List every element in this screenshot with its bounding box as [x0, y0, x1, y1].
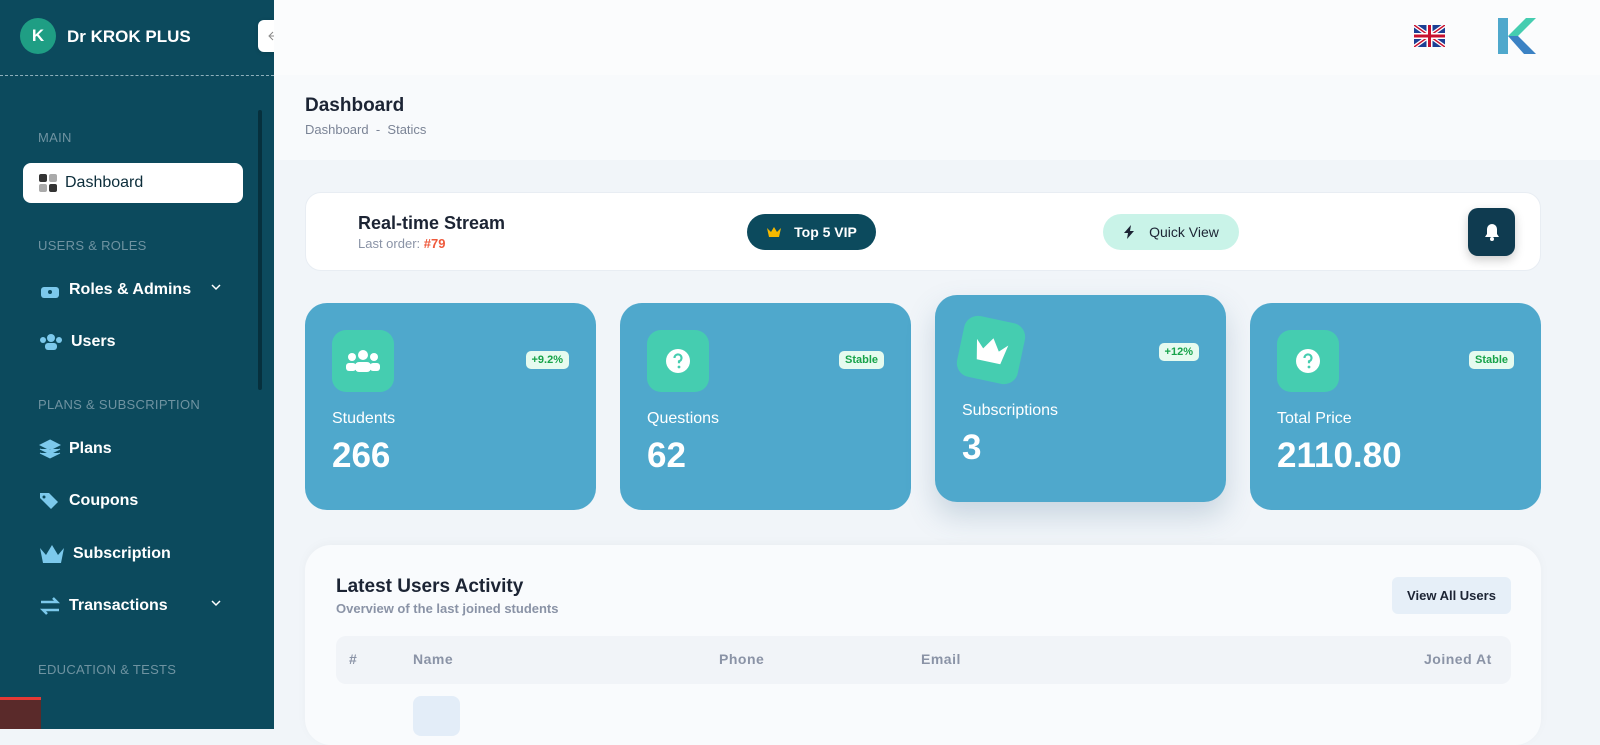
stat-value: 62 [647, 436, 686, 475]
divider [0, 75, 274, 76]
last-order: Last order: #79 [358, 236, 445, 251]
icon [41, 287, 59, 298]
nav-item[interactable]: Plans [23, 429, 243, 469]
stat-label: Total Price [1277, 410, 1352, 427]
stream-card: Real-time Stream Last order: #79 Top 5 V… [305, 192, 1541, 271]
view-all-button[interactable]: View All Users [1392, 577, 1511, 614]
nav-label: Users [71, 333, 116, 350]
column-header: Name [413, 651, 454, 667]
sidebar: K Dr KROK PLUS MAIN Dashboard USERS & RO… [0, 0, 274, 729]
nav-label: Dashboard [65, 174, 144, 191]
topbar [274, 0, 1600, 75]
stat-label: Students [332, 410, 396, 427]
stat-icon [954, 313, 1028, 387]
stat-value: 2110.80 [1277, 436, 1402, 475]
nav-item[interactable]: Users [23, 322, 243, 362]
page-title: Dashboard [305, 95, 405, 116]
stat-value: 266 [332, 436, 391, 475]
stat-badge: Stable [1468, 351, 1514, 369]
quick-view-button[interactable]: Quick View [1103, 214, 1239, 250]
last-order-label: Last order: [358, 236, 421, 251]
breadcrumb-item: Statics [387, 122, 427, 137]
nav-label: Subscription [73, 545, 171, 562]
last-order-id: #79 [423, 236, 446, 251]
scrollbar [258, 110, 262, 390]
chevron [211, 284, 221, 291]
activity-title: Latest Users Activity [336, 576, 524, 597]
nav-label: Plans [69, 440, 112, 457]
icon [976, 338, 1009, 365]
stat-badge: +12% [1158, 343, 1199, 361]
icon [39, 439, 61, 459]
app-logo [1498, 18, 1536, 54]
column-header: Email [921, 651, 961, 667]
stat-icon [1277, 330, 1339, 392]
section-title: MAIN [38, 130, 72, 145]
icon [1484, 224, 1499, 241]
button-label: Top 5 VIP [794, 224, 857, 240]
stream-title: Real-time Stream [358, 213, 506, 233]
stat-value: 3 [962, 428, 982, 467]
column-header: Joined At [1424, 651, 1492, 667]
separator: - [375, 122, 381, 137]
column-header: Phone [719, 651, 765, 667]
debug-badge[interactable] [0, 697, 41, 729]
nav-label: Coupons [69, 492, 139, 509]
language-flag[interactable] [1414, 25, 1445, 47]
stat-label: Subscriptions [962, 402, 1059, 419]
stat-icon [332, 330, 394, 392]
avatar [413, 696, 460, 736]
icon [767, 227, 782, 237]
page-header: Dashboard Dashboard - Statics [274, 75, 1600, 160]
notification-button[interactable] [1468, 208, 1515, 256]
icon [39, 597, 61, 615]
activity-subtitle: Overview of the last joined students [336, 601, 559, 616]
icon [40, 334, 62, 350]
stat-card: Stable Total Price 2110.80 [1250, 303, 1541, 510]
vip-button[interactable]: Top 5 VIP [747, 214, 876, 250]
icon [40, 545, 64, 563]
nav-item[interactable]: Subscription [23, 534, 243, 574]
section-title: USERS & ROLES [38, 238, 147, 253]
breadcrumb-item[interactable]: Dashboard [305, 122, 369, 137]
breadcrumb: Dashboard - Statics [305, 122, 426, 137]
stat-icon [647, 330, 709, 392]
stat-card: +12% Subscriptions 3 [935, 295, 1226, 502]
icon [39, 174, 57, 192]
nav-item[interactable]: Dashboard [23, 163, 243, 203]
chevron [211, 600, 221, 607]
stat-card: +9.2% Students 266 [305, 303, 596, 510]
button-label: Quick View [1149, 224, 1219, 240]
icon [40, 493, 58, 509]
brand-logo: K [20, 18, 56, 54]
icon [1296, 349, 1320, 373]
icon [666, 349, 690, 373]
stat-label: Questions [647, 410, 720, 427]
stat-badge: Stable [838, 351, 884, 369]
brand-name: Dr KROK PLUS [67, 27, 191, 46]
nav-label: Roles & Admins [69, 281, 192, 298]
nav-label: Transactions [69, 597, 168, 614]
icon [346, 350, 380, 372]
nav-item[interactable]: Coupons [23, 481, 243, 521]
nav-item[interactable]: Roles & Admins [23, 270, 243, 310]
stat-badge: +9.2% [525, 351, 569, 369]
table-header [336, 636, 1511, 684]
section-title: PLANS & SUBSCRIPTION [38, 397, 201, 412]
nav-item[interactable]: Transactions [23, 586, 243, 626]
section-title: EDUCATION & TESTS [38, 662, 177, 677]
icon [1124, 225, 1135, 239]
column-header: # [349, 651, 358, 667]
stat-card: Stable Questions 62 [620, 303, 911, 510]
